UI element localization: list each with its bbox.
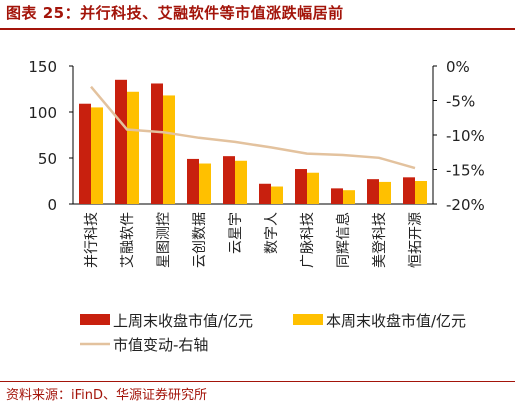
right-tick-label: 0% <box>446 58 470 76</box>
bar-series <box>79 79 427 204</box>
x-tick-label: 恒拓开源 <box>408 212 424 268</box>
bar <box>415 181 427 204</box>
chart-axes: 0 50 100 150 0% -5% -10% -15% -20% <box>28 58 484 214</box>
right-tick-label: -20% <box>446 196 485 214</box>
legend-label: 上周末收盘市值/亿元 <box>113 312 253 330</box>
bar <box>115 79 127 204</box>
x-tick-label: 艾融软件 <box>120 212 136 268</box>
legend-swatch <box>80 314 110 325</box>
bar <box>91 107 103 204</box>
right-tick-label: -5% <box>446 93 475 111</box>
right-tick-label: -15% <box>446 162 485 180</box>
footer-divider <box>0 381 515 382</box>
x-tick-label: 美登科技 <box>372 212 388 268</box>
left-tick-label: 0 <box>47 196 57 214</box>
left-tick-label: 150 <box>28 58 57 76</box>
line-series-path <box>90 85 416 170</box>
bar <box>223 156 235 204</box>
bar <box>127 91 139 204</box>
bar <box>307 172 319 204</box>
bar <box>343 190 355 204</box>
x-tick-label: 广脉科技 <box>300 212 316 268</box>
legend-swatch <box>293 314 323 325</box>
bar <box>367 179 379 204</box>
x-tick-label: 同辉信息 <box>335 212 352 268</box>
bar <box>163 95 175 204</box>
bar <box>259 183 271 204</box>
x-tick-label: 云创数据 <box>192 212 208 268</box>
source-note: 资料来源：iFinD、华源证券研究所 <box>6 388 208 403</box>
bar <box>187 158 199 204</box>
x-tick-label: 数字人 <box>264 212 280 254</box>
x-axis-labels: 并行科技 艾融软件 星图测控 云创数据 云星宇 数字人 广脉科技 同辉信息 美登科技 恒拓开源 <box>84 212 424 268</box>
left-tick-label: 100 <box>28 104 57 122</box>
bar <box>79 103 91 204</box>
chart-title: 图表 25：并行科技、艾融软件等市值涨跌幅居前 <box>6 4 344 22</box>
right-tick-label: -10% <box>446 127 485 145</box>
bar <box>235 160 247 204</box>
bar-line-chart: 0 50 100 150 0% -5% -10% -15% -20% 并行科技 艾融软件 星图测控 云… <box>28 58 484 354</box>
bar <box>403 177 415 204</box>
x-tick-label: 并行科技 <box>84 212 100 268</box>
bar <box>379 181 391 204</box>
bar <box>151 83 163 204</box>
title-divider <box>0 28 515 30</box>
left-tick-label: 50 <box>38 150 57 168</box>
x-tick-label: 星图测控 <box>156 212 172 268</box>
bar <box>271 186 283 204</box>
legend-label: 市值变动-右轴 <box>113 336 208 354</box>
legend-label: 本周末收盘市值/亿元 <box>326 312 466 330</box>
line-series <box>90 85 416 170</box>
bar <box>295 169 307 204</box>
bar <box>331 188 343 204</box>
bar <box>199 163 211 204</box>
x-tick-label: 云星宇 <box>228 212 244 254</box>
